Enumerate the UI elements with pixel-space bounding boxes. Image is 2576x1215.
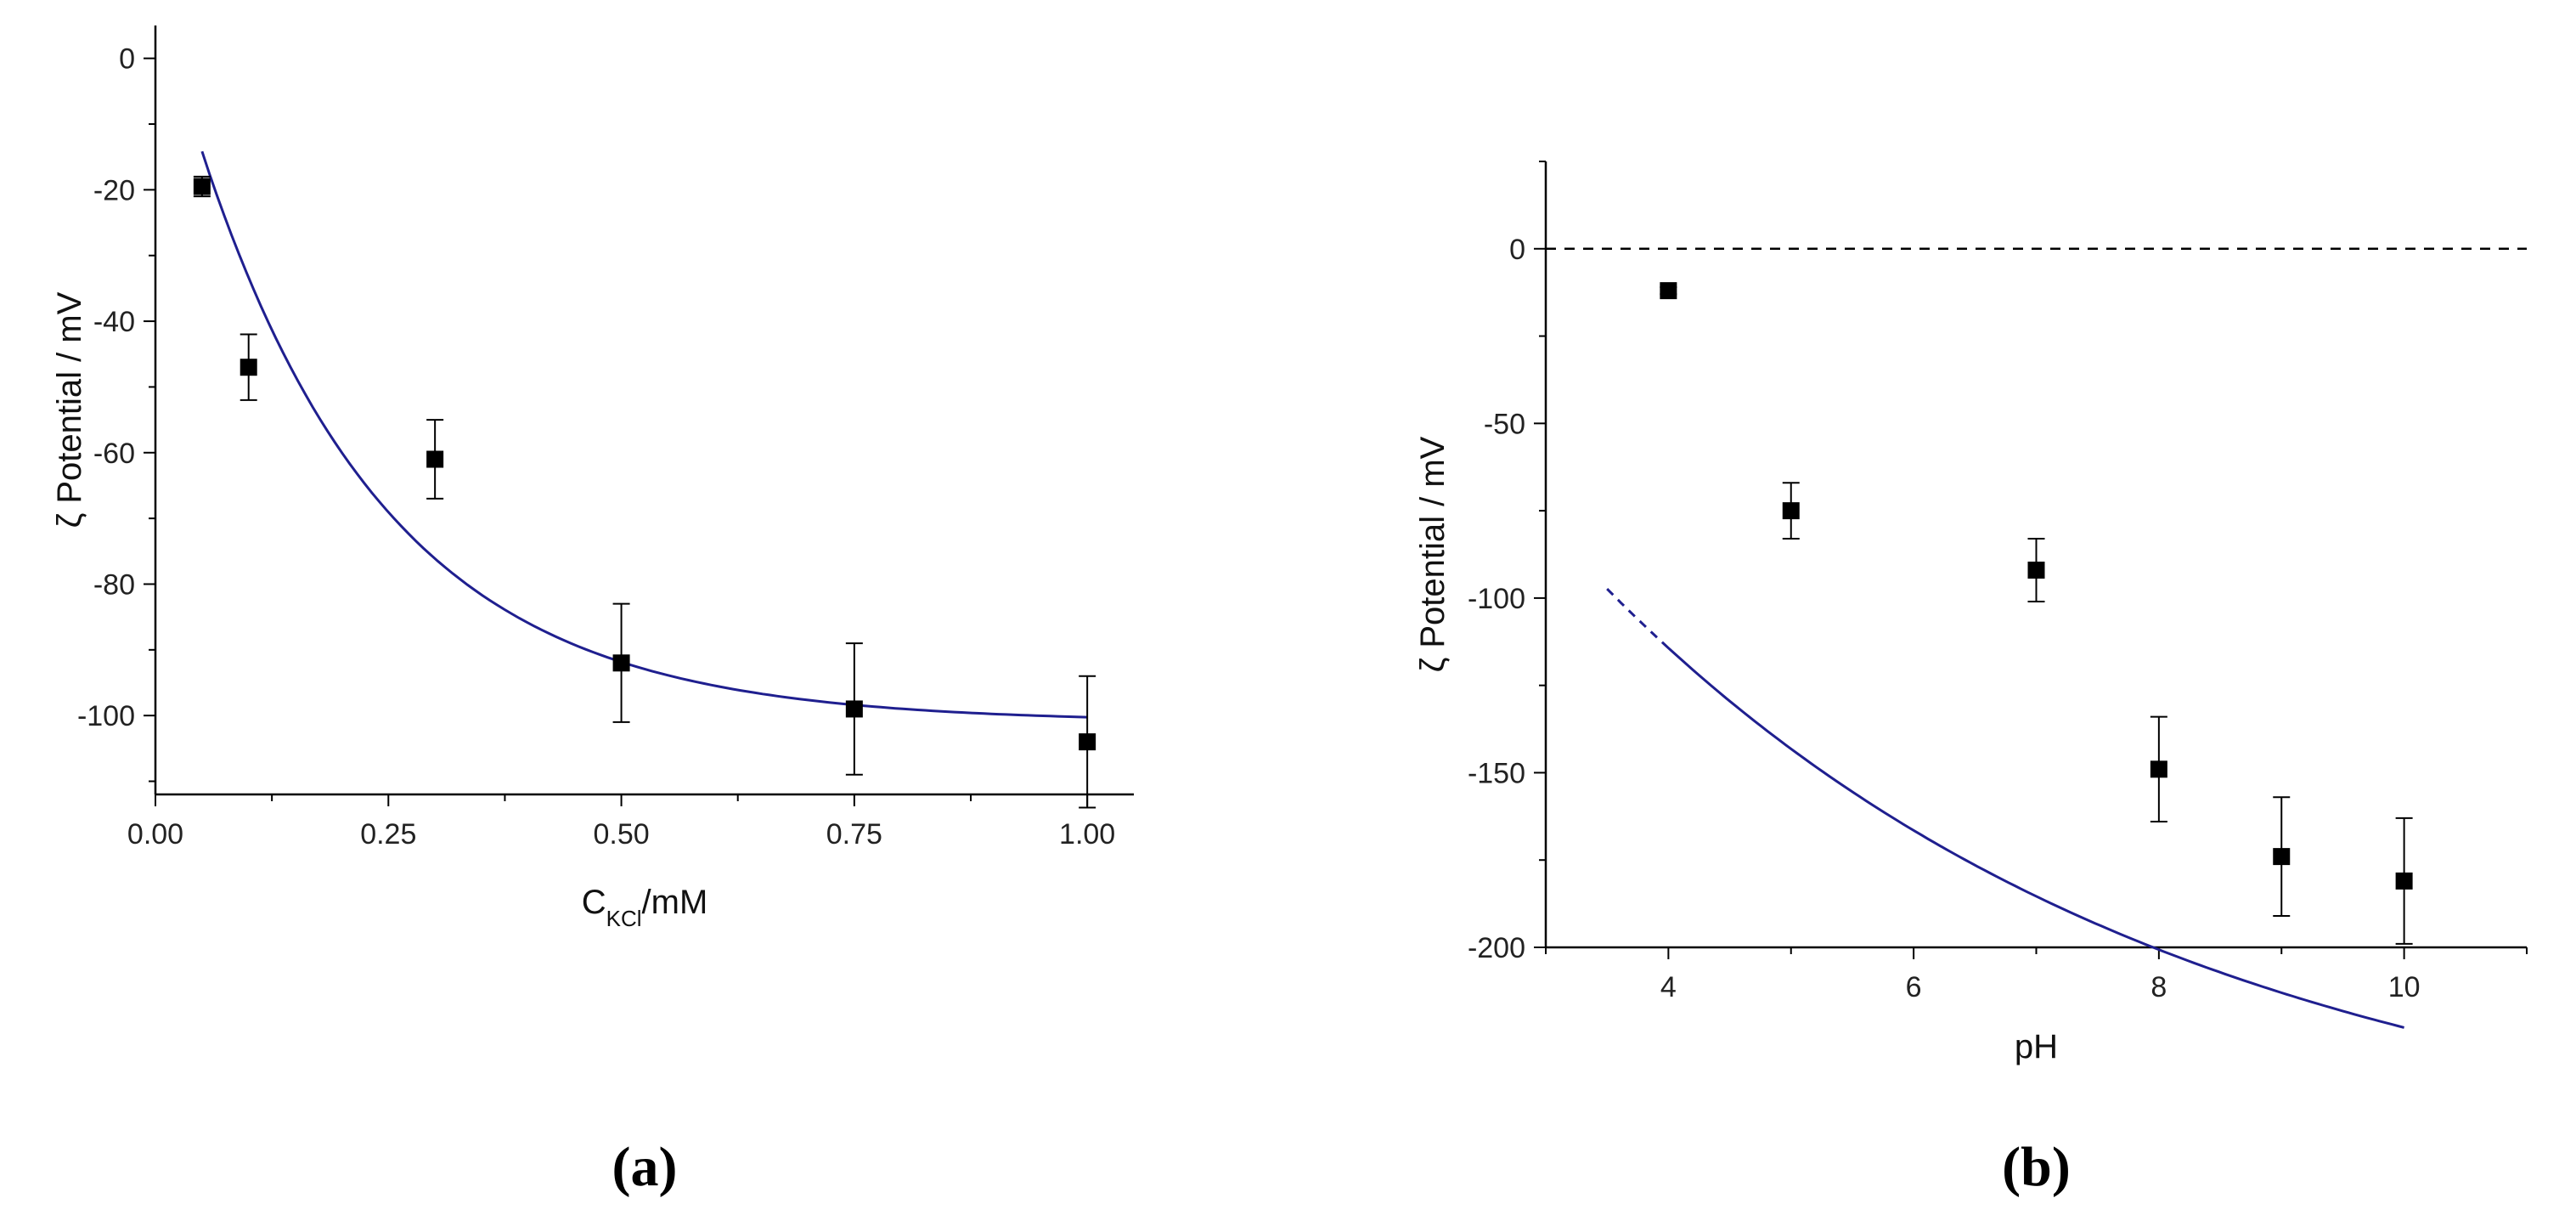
y-tick-label: -50 (1484, 408, 1525, 440)
x-tick-label: 10 (2388, 971, 2421, 1003)
fit-curve-extrapolated (1606, 588, 1664, 644)
y-tick-label: -80 (93, 568, 135, 601)
panel-label: (b) (2002, 1136, 2071, 1198)
y-axis-title: ζ Potential / mV (1414, 436, 1451, 672)
x-axis-title-suffix: /mM (642, 884, 708, 921)
x-tick-label: 0.25 (360, 818, 416, 850)
data-point (1782, 502, 1800, 520)
y-axis-title: ζ Potential / mV (51, 291, 88, 528)
data-point (2273, 848, 2291, 866)
y-tick-label: -60 (93, 438, 135, 470)
data-point (1660, 282, 1677, 300)
data-point (845, 700, 863, 718)
fit-curve (200, 150, 1088, 719)
y-tick-label: -200 (1468, 932, 1525, 964)
chart-panel-1: 4 6 8 10 0 -50 -100 -150 -200 pH ζ Potential / mV (… (1414, 161, 2528, 1198)
x-axis-title: CKCl/mM (582, 884, 708, 931)
data-point (2027, 562, 2045, 579)
x-tick-label: 0.75 (826, 818, 882, 850)
x-tick-label: 1.00 (1059, 818, 1115, 850)
x-tick-label: 4 (1660, 971, 1677, 1003)
x-axis-title: pH (2015, 1028, 2058, 1065)
y-tick-label: -100 (77, 700, 135, 732)
panel-label: (a) (612, 1136, 678, 1198)
data-point (193, 178, 211, 195)
y-tick-label: -150 (1468, 757, 1525, 789)
data-point (2395, 872, 2413, 890)
y-tick-label: 0 (1509, 234, 1525, 266)
x-tick-label: 6 (1906, 971, 1922, 1003)
x-tick-label: 0.50 (593, 818, 649, 850)
y-tick-label: 0 (119, 43, 135, 76)
data-point (612, 654, 630, 672)
data-point (2150, 760, 2167, 778)
data-point (240, 359, 257, 376)
y-tick-label: -20 (93, 174, 135, 206)
y-tick-label: -40 (93, 306, 135, 338)
data-point (1079, 733, 1096, 751)
data-point (426, 450, 444, 468)
y-tick-label: -100 (1468, 583, 1525, 615)
fit-curve (1661, 641, 2404, 1029)
x-axis-title-subscript: KCl (606, 906, 642, 931)
x-tick-label: 8 (2150, 971, 2167, 1003)
chart-panel-0: 0.00 0.25 0.50 0.75 1.00 0 -20 -40 -60 -80 -100 CKC… (51, 25, 1134, 1198)
x-tick-label: 0.00 (127, 818, 183, 850)
